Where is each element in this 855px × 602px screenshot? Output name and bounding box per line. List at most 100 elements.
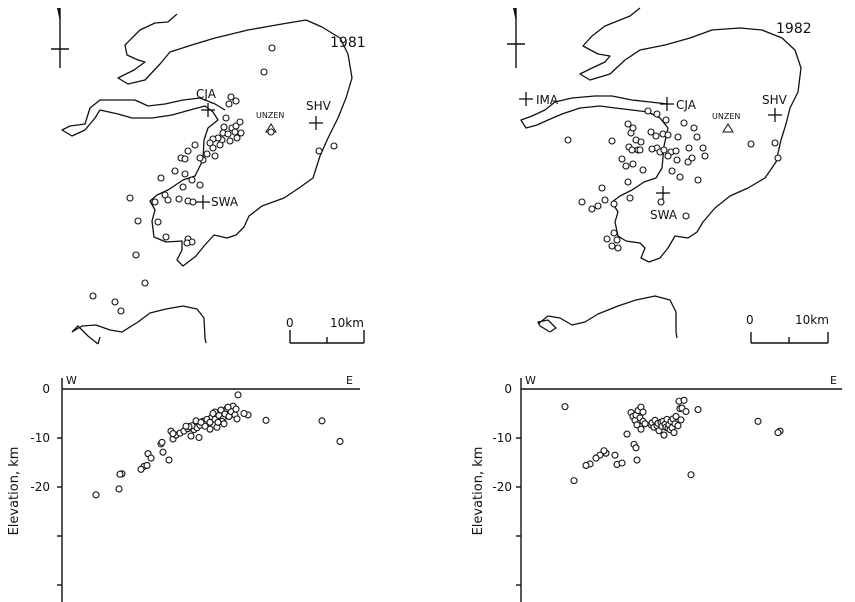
station-ima-1982 xyxy=(519,92,533,106)
epicenter-point xyxy=(157,174,165,182)
epicenter-point xyxy=(175,195,183,203)
coastline-lower-1982 xyxy=(537,295,678,339)
hypocenter-point xyxy=(220,420,228,428)
hypocenter-point xyxy=(233,415,241,423)
scale-start-label-1981: 0 xyxy=(286,316,294,330)
hypocenter-point xyxy=(623,430,631,438)
y-axis-title-1981: Elevation, km xyxy=(7,447,22,536)
epicenter-point xyxy=(694,176,702,184)
hypocenter-point xyxy=(632,444,640,452)
epicenter-point xyxy=(220,123,228,131)
epicenter-point xyxy=(594,202,602,210)
hypocenters-1981 xyxy=(92,391,344,499)
epicenter-point xyxy=(624,120,632,128)
epicenter-point xyxy=(141,279,149,287)
hypocenter-point xyxy=(600,447,608,455)
epicenter-point xyxy=(578,198,586,206)
station-label-shv-1981: SHV xyxy=(306,99,332,113)
epicenter-point xyxy=(564,136,572,144)
epicenter-point xyxy=(330,142,338,150)
epicenter-point xyxy=(222,114,230,122)
epicenter-point xyxy=(622,162,630,170)
epicenter-point xyxy=(236,118,244,126)
hypocenter-point xyxy=(674,422,682,430)
y-axis-title-1982: Elevation, km xyxy=(471,447,486,536)
epicenter-point xyxy=(233,134,241,142)
epicenter-point xyxy=(268,44,276,52)
hypocenter-point xyxy=(116,470,124,478)
epicenter-point xyxy=(771,139,779,147)
hypocenter-point xyxy=(240,409,248,418)
hypocenter-point xyxy=(224,403,232,411)
epicenter-point xyxy=(179,183,187,191)
ytick-2-1981: -20 xyxy=(30,480,50,494)
hypocenter-point xyxy=(195,433,203,442)
volcano-label-1982: UNZEN xyxy=(712,112,740,121)
epicenter-point xyxy=(603,235,611,243)
epicenter-point xyxy=(610,229,618,237)
hypocenter-point xyxy=(561,403,569,411)
hypocenter-point xyxy=(694,406,702,414)
hypocenter-point xyxy=(182,422,190,430)
epicenter-point xyxy=(211,152,219,160)
scale-bar-1982 xyxy=(750,332,829,344)
section-1982: 0 -10 -20 W E Elevation, km xyxy=(471,374,842,602)
station-shv-1981 xyxy=(309,116,323,130)
east-label-1982: E xyxy=(830,374,837,387)
scale-bar-1981 xyxy=(289,330,365,344)
hypocenter-point xyxy=(774,429,782,437)
epicenter-point xyxy=(747,140,755,148)
epicenter-point xyxy=(639,166,647,174)
epicenter-point xyxy=(161,191,169,199)
hypocenter-point xyxy=(159,448,167,456)
hypocenter-point xyxy=(187,432,195,440)
epicenter-point xyxy=(191,141,199,149)
epicenter-point xyxy=(224,130,232,138)
ytick-2-1982: -20 xyxy=(492,480,512,494)
epicenter-point xyxy=(188,176,196,184)
hypocenters-1982 xyxy=(561,396,784,485)
epicenter-point xyxy=(674,133,682,141)
hypocenter-point xyxy=(660,431,668,439)
hypocenter-point xyxy=(115,485,123,493)
station-swa-1981 xyxy=(196,195,210,209)
epicenter-point xyxy=(588,205,596,213)
hypocenter-point xyxy=(143,461,151,469)
epicenter-point xyxy=(260,68,268,76)
station-shv-1982 xyxy=(768,108,782,122)
hypocenter-point xyxy=(234,391,242,399)
hypocenter-point xyxy=(637,425,645,433)
epicenter-point xyxy=(682,212,690,220)
epicenter-point xyxy=(601,196,609,204)
epicenter-point xyxy=(111,298,119,306)
epicenters-1981 xyxy=(89,44,338,315)
epicenter-point xyxy=(226,137,234,145)
hypocenter-point xyxy=(682,407,690,416)
epicenter-point xyxy=(181,170,189,178)
epicenter-point xyxy=(664,152,672,160)
hypocenter-point xyxy=(214,418,222,426)
map-1982: IMA CJA SHV SWA UNZEN 1982 0 10km xyxy=(507,7,829,344)
epicenter-point xyxy=(644,107,652,115)
epicenter-point xyxy=(653,110,661,118)
east-label-1981: E xyxy=(346,374,353,387)
epicenter-point xyxy=(196,154,204,162)
epicenter-point xyxy=(126,194,134,202)
scale-end-label-1981: 10km xyxy=(330,316,364,330)
epicenter-point xyxy=(629,124,637,132)
year-label-1982: 1982 xyxy=(776,21,812,37)
hypocenter-point xyxy=(262,416,270,424)
ytick-0-1982: 0 xyxy=(504,382,512,396)
epicenter-point xyxy=(267,128,275,136)
station-label-shv-1982: SHV xyxy=(762,93,788,107)
epicenter-point xyxy=(680,119,688,127)
epicenter-point xyxy=(647,128,655,136)
coastline-upper-1981 xyxy=(61,13,353,267)
epicenter-point xyxy=(648,145,656,153)
epicenter-point xyxy=(673,156,681,164)
epicenter-point xyxy=(699,144,707,152)
hypocenter-point xyxy=(641,420,649,428)
epicenter-point xyxy=(672,147,680,155)
coastline-upper-1982 xyxy=(520,7,802,263)
hypocenter-point xyxy=(169,430,177,438)
